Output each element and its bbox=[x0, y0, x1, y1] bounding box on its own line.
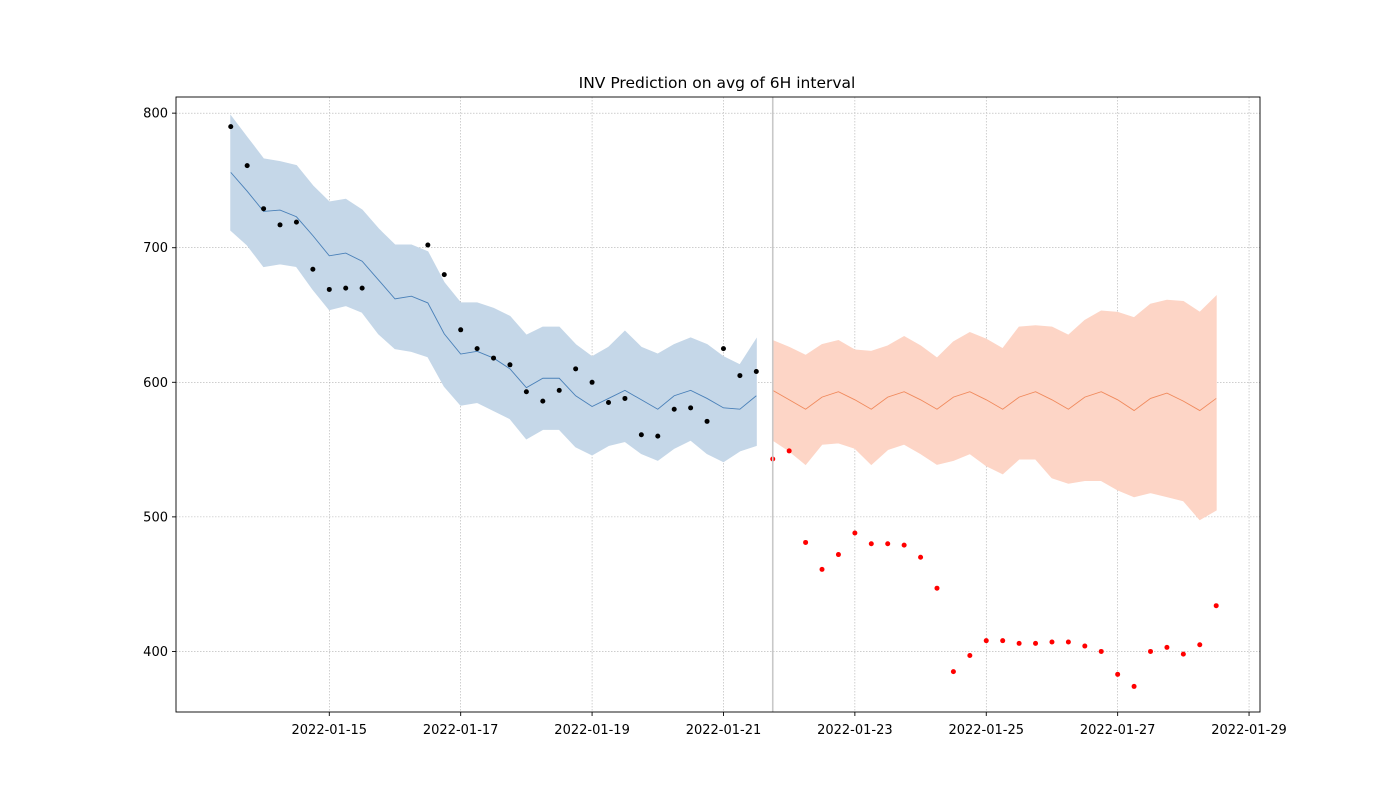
data-point bbox=[1033, 640, 1039, 646]
x-tick-label: 2022-01-27 bbox=[1080, 723, 1156, 738]
x-tick-label: 2022-01-23 bbox=[817, 723, 893, 738]
data-point bbox=[540, 398, 546, 404]
data-point bbox=[1180, 651, 1186, 657]
data-point bbox=[967, 652, 973, 658]
data-point bbox=[261, 206, 267, 212]
uncertainty-band bbox=[230, 114, 757, 463]
data-point bbox=[688, 405, 694, 411]
axes-frame bbox=[175, 96, 1261, 713]
data-point bbox=[293, 219, 299, 225]
data-point bbox=[720, 346, 726, 352]
data-point bbox=[1098, 648, 1104, 654]
series-line bbox=[772, 389, 1217, 412]
data-point bbox=[638, 432, 644, 438]
data-point bbox=[507, 362, 513, 368]
chart-title: INV Prediction on avg of 6H interval bbox=[579, 74, 856, 92]
data-point bbox=[671, 406, 677, 412]
data-point bbox=[1148, 648, 1154, 654]
data-point bbox=[589, 379, 595, 385]
data-point bbox=[491, 355, 497, 361]
uncertainty-band bbox=[772, 294, 1217, 521]
data-point bbox=[950, 669, 956, 675]
data-point bbox=[655, 433, 661, 439]
x-tick-label: 2022-01-19 bbox=[554, 723, 630, 738]
data-point bbox=[835, 552, 841, 558]
data-point bbox=[523, 389, 529, 395]
y-tick-label: 500 bbox=[143, 510, 168, 525]
data-point bbox=[606, 399, 612, 405]
data-point bbox=[1082, 643, 1088, 649]
data-point bbox=[1049, 639, 1055, 645]
x-tick-label: 2022-01-15 bbox=[292, 723, 368, 738]
y-tick-label: 700 bbox=[143, 241, 168, 256]
data-point bbox=[737, 373, 743, 379]
data-point bbox=[425, 242, 431, 248]
y-tick-label: 600 bbox=[143, 376, 168, 391]
data-point bbox=[852, 530, 858, 536]
y-tick-label: 400 bbox=[143, 645, 168, 660]
data-point bbox=[803, 539, 809, 545]
data-point bbox=[441, 272, 447, 278]
data-point bbox=[343, 285, 349, 291]
data-point bbox=[918, 554, 924, 560]
x-tick-label: 2022-01-29 bbox=[1211, 723, 1287, 738]
data-point bbox=[885, 541, 891, 547]
data-point bbox=[622, 395, 628, 401]
data-point bbox=[277, 222, 283, 228]
data-point bbox=[474, 346, 480, 352]
x-tick-label: 2022-01-25 bbox=[948, 723, 1024, 738]
data-point bbox=[359, 285, 365, 291]
data-point bbox=[310, 266, 316, 272]
data-point bbox=[1016, 640, 1022, 646]
data-point bbox=[819, 566, 825, 572]
data-point bbox=[1213, 603, 1219, 609]
data-point bbox=[753, 369, 759, 375]
data-point bbox=[458, 327, 464, 333]
data-point bbox=[934, 585, 940, 591]
data-point bbox=[1164, 644, 1170, 650]
data-point bbox=[326, 286, 332, 292]
data-point bbox=[983, 638, 989, 644]
data-point bbox=[1197, 642, 1203, 648]
data-point bbox=[244, 163, 250, 169]
data-point bbox=[573, 366, 579, 372]
plot-area: 2022-01-15 2022-01-17 2022-01-19 2022-01-21… bbox=[143, 96, 1287, 738]
data-point bbox=[556, 387, 562, 393]
y-tick-label: 800 bbox=[143, 107, 168, 122]
data-point bbox=[1000, 638, 1006, 644]
data-point bbox=[228, 124, 234, 130]
data-point bbox=[704, 418, 710, 424]
data-point bbox=[1131, 683, 1137, 689]
data-point bbox=[1065, 639, 1071, 645]
data-point bbox=[786, 448, 792, 454]
x-tick-label: 2022-01-17 bbox=[423, 723, 499, 738]
data-point bbox=[901, 542, 907, 548]
data-point bbox=[868, 541, 874, 547]
data-point bbox=[1115, 671, 1121, 677]
x-tick-label: 2022-01-21 bbox=[686, 723, 762, 738]
